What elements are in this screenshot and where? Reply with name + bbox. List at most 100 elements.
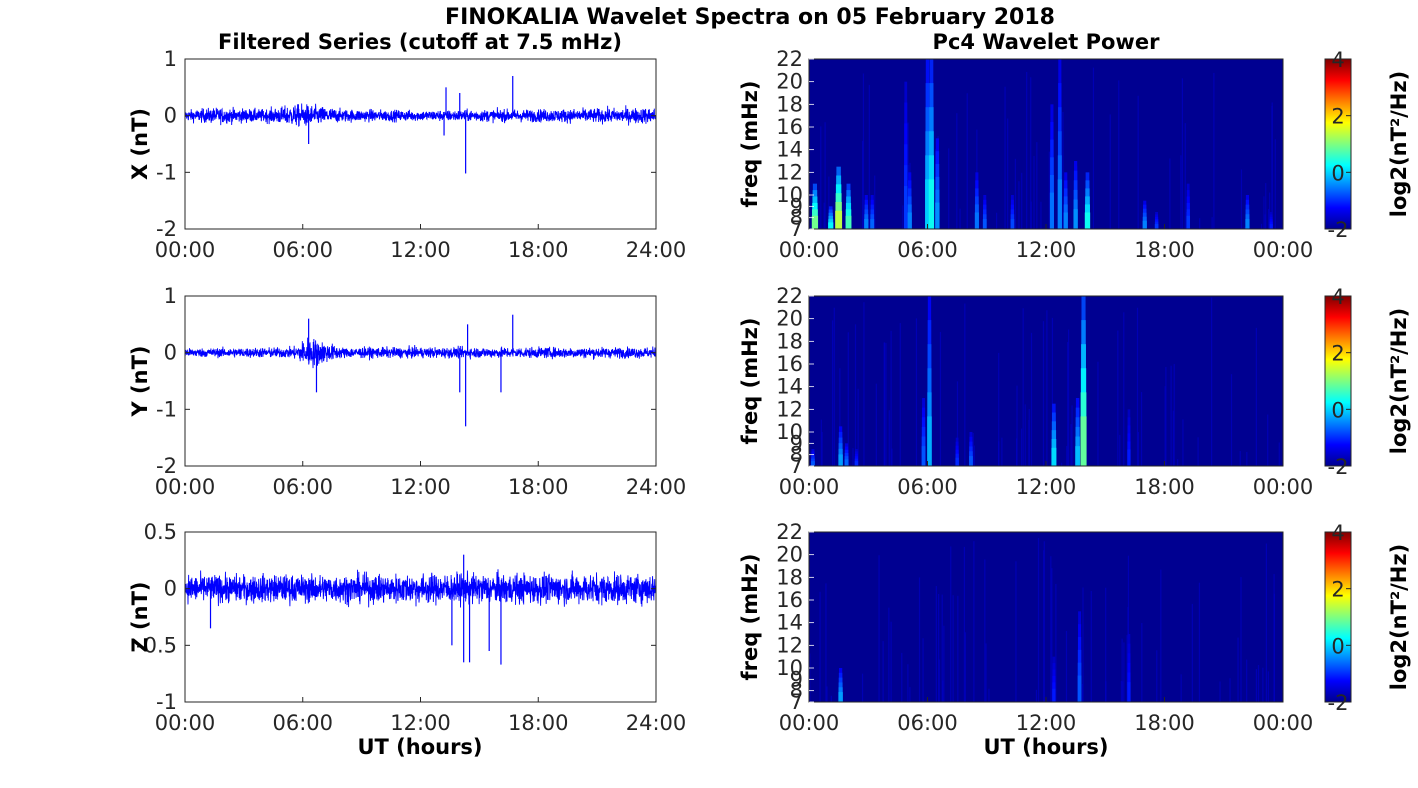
y-axis-label: Y (nT)	[128, 346, 152, 418]
heatmap-burst	[1049, 192, 1054, 229]
heatmap-burst	[1127, 449, 1131, 466]
heatmap-streak	[1180, 674, 1182, 702]
colorbar-tick-label: -2	[1328, 218, 1349, 242]
heatmap-streak	[1021, 172, 1023, 229]
heatmap-streak	[1240, 577, 1242, 702]
heatmap-burst	[870, 219, 875, 229]
heatmap-streak	[1262, 667, 1264, 702]
heatmap-burst	[845, 215, 852, 229]
heatmap-streak	[952, 595, 954, 702]
y-tick-label: 0	[164, 104, 177, 128]
heatmap-streak	[1090, 591, 1092, 702]
heatmap-streak	[820, 419, 822, 466]
series-x-tick-label: 12:00	[390, 711, 451, 735]
heatmap-streak	[1156, 650, 1158, 702]
heatmap-streak	[1105, 681, 1107, 702]
heatmap-streak	[1165, 367, 1167, 466]
plot-area	[185, 532, 656, 702]
heatmap-burst	[1186, 215, 1190, 229]
y-axis-label: freq (mHz)	[738, 318, 762, 445]
heatmap-burst	[1057, 179, 1062, 229]
colorbar-tick-label: 2	[1331, 342, 1344, 366]
left-column-title: Filtered Series (cutoff at 7.5 mHz)	[218, 30, 622, 54]
heatmap-background	[809, 59, 1283, 229]
heatmap-streak	[1061, 462, 1063, 466]
heatmap-streak	[854, 324, 857, 466]
heatmap-streak	[1164, 386, 1166, 466]
heatmap-streak	[899, 323, 901, 466]
wavelet-x-tick-label: 00:00	[779, 711, 840, 735]
heatmap-burst	[1084, 212, 1091, 229]
heatmap-streak	[868, 84, 870, 230]
heatmap-burst	[838, 454, 843, 466]
colorbar-tick-label: 0	[1331, 398, 1344, 422]
heatmap-streak	[824, 122, 826, 229]
heatmap-streak	[1040, 201, 1042, 229]
heatmap-streak	[826, 686, 828, 702]
heatmap-streak	[1126, 635, 1128, 702]
plot-area	[185, 59, 656, 229]
heatmap-streak	[1136, 307, 1139, 466]
y-tick-label: 14	[776, 611, 803, 635]
series-x-tick-label: 18:00	[508, 475, 569, 499]
wavelet-x-tick-label: 06:00	[897, 711, 958, 735]
heatmap-burst	[1269, 224, 1273, 229]
heatmap-background	[809, 532, 1283, 702]
y-tick-label: 12	[776, 160, 803, 184]
heatmap-burst	[838, 692, 843, 702]
heatmap-streak	[1170, 365, 1172, 466]
heatmap-streak	[1035, 689, 1038, 702]
colorbar-gradient	[1324, 295, 1352, 467]
heatmap-burst	[1073, 209, 1078, 229]
heatmap-streak	[839, 368, 841, 466]
heatmap-burst	[811, 461, 815, 466]
y-tick-label: -0.5	[136, 633, 177, 657]
y-tick-label: 12	[776, 633, 803, 657]
heatmap-streak	[823, 202, 825, 229]
heatmap-streak	[821, 431, 823, 466]
heatmap-streak	[1211, 217, 1213, 229]
heatmap-streak	[935, 586, 937, 702]
series-x-tick-label: 18:00	[508, 711, 569, 735]
heatmap-burst	[828, 222, 834, 229]
heatmap-streak	[1246, 659, 1248, 702]
series-x-tick-label: 12:00	[390, 475, 451, 499]
heatmap-streak	[857, 388, 859, 466]
heatmap-streak	[1184, 123, 1186, 229]
heatmap-streak	[1123, 312, 1125, 466]
y-tick-label: 18	[776, 92, 803, 116]
y-tick-label: 10	[776, 420, 803, 444]
heatmap-streak	[1015, 561, 1017, 702]
heatmap-streak	[942, 680, 944, 702]
y-tick-label: 9	[790, 431, 803, 455]
heatmap-streak	[885, 342, 887, 466]
series-x-tick-label: 06:00	[272, 238, 333, 262]
wavelet-x-tick-label: 00:00	[779, 238, 840, 262]
heatmap-streak	[1137, 95, 1139, 229]
heatmap-streak	[1092, 67, 1095, 229]
plot-area	[185, 296, 656, 466]
x-axis-label-right: UT (hours)	[983, 735, 1108, 759]
y-tick-label: -2	[156, 454, 177, 478]
heatmap-streak	[1046, 310, 1048, 466]
heatmap-streak	[963, 546, 965, 702]
heatmap-streak	[1026, 71, 1028, 229]
colorbar-tick-label: 4	[1331, 285, 1344, 309]
heatmap-streak	[1181, 78, 1183, 230]
heatmap-streak	[1274, 139, 1276, 229]
heatmap-streak	[863, 302, 865, 466]
heatmap-streak	[1265, 543, 1268, 702]
heatmap-streak	[998, 352, 1000, 466]
heatmap-burst	[935, 202, 940, 229]
heatmap-streak	[938, 659, 940, 702]
wavelet-x-tick-label: 12:00	[1016, 711, 1077, 735]
heatmap-streak	[1119, 434, 1121, 466]
heatmap-burst	[864, 219, 869, 229]
series-x-tick-label: 00:00	[155, 711, 216, 735]
colorbar-tick-label: -2	[1328, 691, 1349, 715]
heatmap-streak	[861, 140, 864, 229]
heatmap-streak	[1062, 111, 1064, 229]
heatmap-burst	[955, 457, 959, 466]
heatmap-streak	[828, 176, 830, 229]
colorbar-tick-label: 0	[1331, 634, 1344, 658]
